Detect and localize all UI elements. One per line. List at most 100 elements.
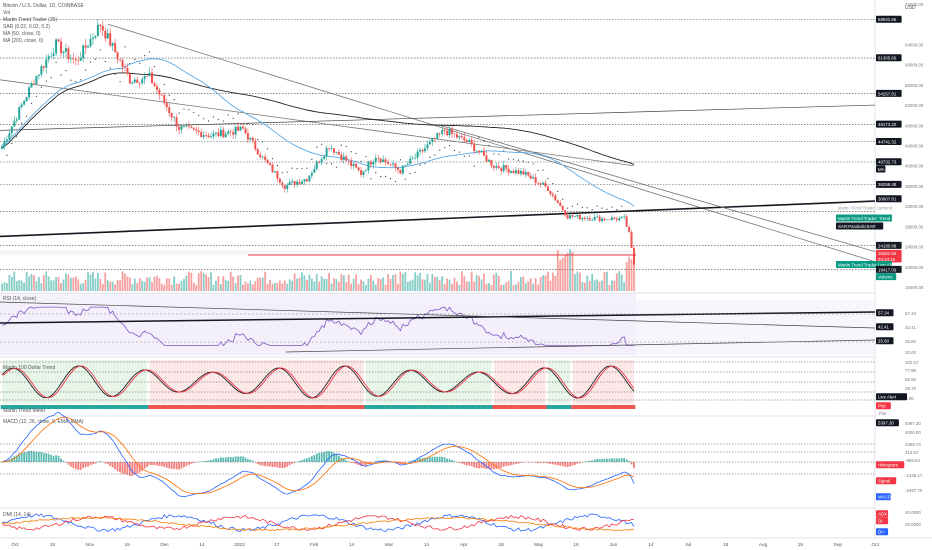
price-candles: [1, 19, 635, 267]
meter-cell: [94, 405, 97, 409]
histogram-bar: [610, 458, 613, 462]
volume-bar: [524, 283, 527, 291]
meter-cell: [305, 405, 309, 409]
candle-body: [234, 126, 237, 135]
ma-200-line: [1, 72, 635, 165]
rsi-pane[interactable]: [0, 301, 876, 353]
meter-cell: [384, 405, 387, 409]
candle-body: [529, 175, 532, 179]
legend-vol[interactable]: Vol: [3, 10, 10, 16]
legend-sar[interactable]: SAR (0.02, 0.02, 0.2): [3, 24, 50, 30]
volume-bar: [583, 282, 586, 291]
histogram-bar: [77, 462, 80, 470]
candle-body: [205, 135, 208, 136]
symbol-title[interactable]: Bitcoin / U.S. Dollar, 1D, COINBASE: [3, 3, 84, 9]
meter-cell: [190, 405, 193, 409]
meter-cell: [322, 405, 326, 409]
histogram-bar: [119, 462, 121, 473]
trend-lines[interactable]: [0, 23, 876, 263]
candle-body: [163, 95, 166, 104]
meter-cell: [450, 405, 454, 409]
rsi-badge: 57.34: [878, 311, 890, 316]
sar-dot: [198, 114, 200, 117]
meter-cell: [421, 405, 424, 409]
dmi-plus-line: [1, 513, 635, 533]
meter-cell: [278, 405, 282, 409]
volume-bar: [224, 279, 227, 291]
histogram-bar: [274, 462, 276, 467]
volume-bar: [453, 277, 456, 291]
meter-cell: [313, 405, 316, 409]
candle-body: [173, 117, 176, 118]
volume-bar: [441, 276, 444, 291]
histogram-bar: [28, 451, 30, 462]
sar-dot: [611, 206, 613, 208]
candle-body: [628, 226, 631, 232]
candle-body: [428, 141, 431, 145]
meter-cell: [349, 405, 353, 409]
legend-martin[interactable]: Martin Trend Trader (35): [3, 17, 58, 23]
candle-body: [556, 200, 559, 203]
meter-cell: [236, 405, 240, 409]
legend-ma200[interactable]: MA (200, close, 0): [3, 38, 44, 44]
histogram-bar: [441, 456, 444, 462]
candle-body: [379, 158, 382, 163]
sar-dot: [399, 159, 401, 161]
candle-body: [185, 125, 188, 127]
price-scale[interactable]: 72000.00 64000.00 60000.00 56000.00 52000.00…: [905, 2, 924, 527]
martin-trend-pane[interactable]: [0, 360, 875, 409]
macd-badge-bg: [876, 419, 899, 427]
meter-cell: [10, 405, 14, 409]
meter-cell: [89, 405, 92, 409]
histogram-bar: [84, 462, 87, 468]
candle-body: [583, 217, 586, 219]
meter-cell: [362, 405, 365, 409]
time-tick-label: May: [534, 542, 544, 548]
dmi-pane[interactable]: [1, 513, 635, 533]
macd-pane[interactable]: [0, 411, 875, 498]
meter-cell: [477, 405, 481, 409]
sar-dot: [232, 117, 234, 119]
sar-dot: [527, 161, 529, 163]
candle-body: [276, 171, 279, 179]
histogram-bar: [52, 455, 55, 462]
candle-body: [387, 162, 390, 165]
histogram-bar: [281, 462, 284, 468]
histogram-bar: [571, 462, 574, 466]
sar-dot: [281, 172, 283, 174]
meter-cell: [138, 405, 142, 409]
meter-cell: [588, 405, 592, 409]
volume-bar: [620, 274, 623, 291]
candle-body: [170, 113, 173, 118]
histogram-bar: [458, 462, 461, 463]
histogram-bar: [87, 462, 89, 467]
legend-ma50[interactable]: MA (50, close, 0): [3, 31, 41, 37]
time-tick-label: Sep: [834, 542, 843, 548]
sar-dot: [370, 178, 372, 180]
meter-cell: [54, 405, 58, 409]
histogram-bar: [13, 456, 16, 462]
meter-cell: [86, 405, 90, 409]
volume-bar: [610, 280, 613, 291]
volume-bar: [303, 275, 306, 291]
meter-cell: [330, 405, 333, 409]
volume-bar: [247, 283, 249, 291]
volume-bar: [239, 275, 242, 291]
candle-body: [310, 172, 313, 176]
volume-bar: [539, 277, 542, 291]
price-pane[interactable]: [0, 19, 876, 291]
histogram-bar: [448, 458, 451, 462]
meter-cell: [583, 405, 587, 409]
volume-bar: [101, 283, 104, 291]
histogram-bar: [578, 462, 581, 464]
sar-dot: [335, 166, 338, 168]
volume-bar: [527, 281, 530, 291]
sar-dot: [237, 113, 239, 115]
candle-body: [237, 126, 240, 131]
volume-bar: [45, 271, 48, 291]
rsi-zone: [0, 300, 874, 355]
candle-body: [492, 165, 495, 168]
time-scale[interactable]: Oct 18 Nov 15 Dec 14 2022 17 Feb 14 Mar 14 Apr 18 May 1…: [0, 537, 932, 548]
meter-cell: [352, 405, 355, 409]
